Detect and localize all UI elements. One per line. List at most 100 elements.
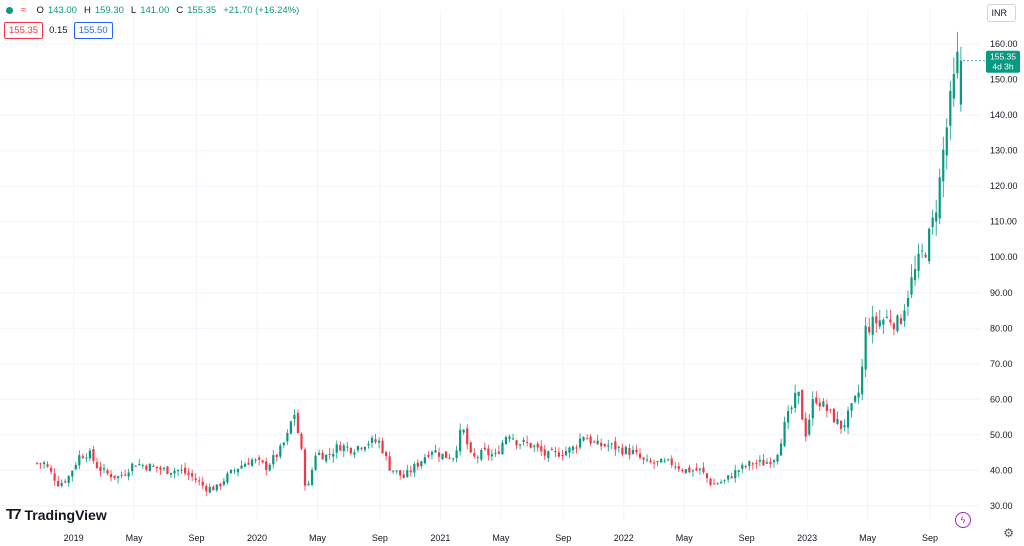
candle-body (490, 454, 493, 457)
candle-body (212, 486, 215, 491)
y-tick-label: 50.00 (990, 430, 1013, 440)
candle-body (180, 469, 183, 471)
candle (698, 468, 702, 475)
candle-body (804, 418, 807, 437)
candle-body (585, 438, 589, 440)
candle (307, 480, 310, 486)
candle-body (370, 437, 374, 443)
candle-body (861, 366, 864, 395)
tradingview-logo[interactable]: T7 TradingView (6, 506, 107, 523)
candle (268, 462, 271, 472)
candle-body (494, 452, 497, 454)
candle (931, 209, 934, 235)
candle-body (892, 323, 895, 330)
candle (864, 317, 867, 378)
candle-body (452, 458, 455, 460)
candle-body (300, 433, 303, 449)
bid-button[interactable]: 155.35 (4, 22, 44, 39)
candle-body (434, 450, 437, 453)
candle-body (159, 467, 162, 470)
currency-selector[interactable]: INR (986, 4, 1016, 22)
candle (194, 473, 197, 484)
candle (681, 467, 684, 473)
y-tick-label: 130.00 (990, 146, 1018, 156)
candle (229, 469, 233, 475)
candle-body (533, 445, 536, 447)
candle-body (187, 472, 190, 476)
candle-body (716, 483, 719, 485)
candle-body (346, 446, 349, 448)
y-tick-label: 160.00 (990, 39, 1018, 49)
candle-body (734, 470, 737, 479)
candle (191, 469, 194, 482)
candle-body (134, 465, 137, 467)
candle-body (282, 442, 285, 446)
candle-body (392, 470, 395, 472)
candle (64, 478, 67, 484)
candle (758, 455, 761, 467)
candle (402, 470, 405, 479)
gear-icon[interactable]: ⚙ (1003, 526, 1014, 540)
candle (198, 476, 201, 486)
candle (71, 470, 74, 482)
candle-body (162, 468, 166, 470)
candle (328, 447, 331, 460)
candle (85, 453, 88, 463)
candle (437, 447, 441, 463)
candle (95, 457, 99, 469)
spread-value: 0.15 (49, 25, 68, 36)
candle-body (388, 456, 391, 471)
candle-body (430, 451, 434, 455)
candle-body (106, 470, 109, 474)
candle (621, 443, 624, 457)
candle-body (339, 445, 342, 451)
candle-body (109, 474, 113, 478)
low-key: L (130, 5, 137, 16)
candle-body (801, 390, 804, 420)
candle (882, 317, 885, 335)
candle-body (78, 455, 81, 466)
wave-icon[interactable]: ≈ (21, 5, 27, 16)
candle (208, 483, 211, 494)
candle (353, 449, 356, 458)
candle-body (395, 470, 398, 472)
candle-body (614, 441, 617, 450)
candle (712, 478, 716, 485)
candle (258, 455, 261, 466)
candle-body (402, 474, 405, 478)
candle (124, 469, 127, 477)
lightning-icon[interactable]: ϟ (955, 512, 971, 528)
candle-body (332, 453, 335, 457)
candle-body (120, 474, 123, 476)
ask-button[interactable]: 155.50 (73, 22, 113, 39)
candle (533, 444, 536, 453)
candle-body (247, 463, 250, 465)
candle (536, 441, 539, 452)
candle (561, 449, 564, 461)
candle-body (437, 452, 441, 457)
candle-body (201, 481, 204, 486)
candle-body (786, 411, 790, 423)
candle (511, 433, 515, 440)
candle-body (744, 465, 747, 467)
candle-body (652, 462, 656, 464)
candle (261, 459, 264, 464)
candle-body (871, 316, 874, 335)
candle (684, 469, 687, 474)
candle (786, 405, 790, 430)
candle (247, 457, 250, 465)
candle (201, 477, 204, 490)
candle (483, 442, 486, 451)
candle-body (593, 441, 596, 443)
candle-body (578, 438, 582, 448)
candle-body (607, 445, 610, 447)
candle (913, 255, 917, 287)
candle (529, 442, 532, 449)
candle (896, 314, 899, 333)
candle-body (681, 470, 684, 472)
candle-body (846, 410, 850, 428)
candle (850, 403, 853, 418)
candle (480, 447, 483, 462)
